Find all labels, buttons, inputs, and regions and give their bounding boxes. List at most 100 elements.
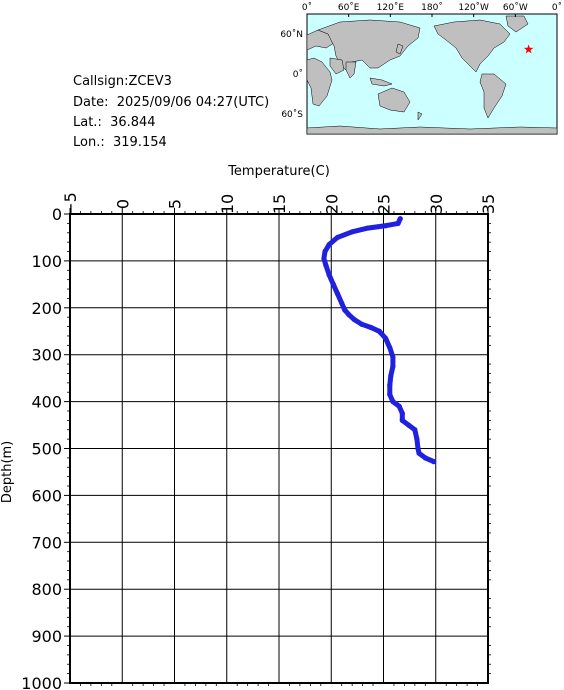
data-point	[387, 345, 393, 351]
x-tick-label: 30	[427, 194, 446, 214]
y-tick-label: 600	[31, 486, 62, 505]
x-tick-label: 5	[166, 199, 185, 209]
data-point	[368, 324, 374, 331]
data-point	[326, 241, 332, 248]
date-value: 2025/09/06 04:27(UTC)	[116, 95, 270, 110]
observation-marker-icon	[523, 44, 534, 54]
x-tick-label: 15	[270, 194, 289, 214]
data-point	[349, 229, 355, 235]
data-point	[399, 417, 405, 423]
land-south-america	[479, 73, 507, 119]
land-antarctica	[306, 125, 558, 135]
data-point	[387, 382, 393, 388]
lat-value: 36.844	[110, 115, 156, 130]
chart-grid	[64, 208, 489, 684]
data-point	[351, 316, 357, 323]
y-tick-labels: 0 100 200 300 400 500 600 700 800 900 1000	[21, 205, 62, 690]
land-north-america	[433, 19, 511, 73]
data-point	[326, 272, 332, 278]
temperature-depth-chart: Temperature(C) Depth(m) −5 0 5 10 15 20 25 30 35…	[0, 164, 498, 690]
land-india	[345, 61, 357, 79]
data-point	[416, 450, 422, 456]
x-axis-label: Temperature(C)	[227, 164, 330, 179]
map-top-labels: 0˚ 60˚E 120˚E 180˚ 120˚W 60˚W 0˚	[302, 2, 562, 17]
land-asia	[317, 19, 421, 71]
data-point	[388, 373, 394, 379]
y-tick-label: 1000	[21, 674, 62, 690]
map-lat-label: 60˚N	[280, 29, 303, 40]
map-lat-label: 0˚	[293, 69, 303, 80]
data-point	[395, 220, 401, 226]
data-point	[322, 248, 328, 255]
y-tick-label: 100	[31, 252, 62, 271]
lat-row: Lat.: 36.844	[73, 115, 156, 131]
map-lon-label: 0˚	[302, 2, 312, 13]
y-tick-label: 300	[31, 346, 62, 365]
land-australia	[377, 87, 411, 113]
data-point	[396, 403, 402, 409]
map-lon-label: 180˚	[421, 2, 443, 13]
data-point	[321, 255, 327, 262]
data-point	[390, 399, 396, 405]
x-tick-labels: −5 0 5 10 15 20 25 30 35	[61, 192, 498, 216]
map-lon-label: 120˚E	[377, 2, 405, 13]
map-land	[306, 15, 558, 135]
data-point	[412, 427, 418, 433]
x-tick-label: −5	[61, 192, 80, 216]
land-indonesia	[369, 77, 393, 87]
x-tick-label: 35	[479, 194, 498, 214]
y-axis-label: Depth(m)	[0, 441, 15, 503]
x-tick-label: 0	[113, 199, 132, 209]
data-point	[390, 363, 396, 370]
y-tick-label: 800	[31, 580, 62, 599]
data-point	[399, 410, 405, 416]
y-tick-label: 200	[31, 299, 62, 318]
data-point	[323, 262, 329, 269]
lon-value: 319.154	[113, 135, 167, 150]
y-tick-label: 0	[52, 205, 62, 224]
x-tick-label: 20	[322, 194, 341, 214]
data-point	[405, 422, 412, 428]
data-point	[334, 234, 341, 241]
x-tick-label: 10	[218, 194, 237, 214]
data-point	[390, 354, 396, 360]
series-layer	[321, 216, 437, 465]
data-point	[382, 223, 389, 229]
lat-label: Lat.:	[73, 115, 102, 130]
map-left-labels: 60˚N 0˚ 60˚S	[280, 29, 303, 120]
x-tick-label: 25	[375, 194, 394, 214]
data-point	[339, 300, 345, 306]
land-greenland	[505, 15, 529, 33]
y-tick-label: 400	[31, 393, 62, 412]
date-label: Date:	[73, 95, 109, 110]
temperature-profile-line	[321, 216, 437, 465]
date-row: Date: 2025/09/06 04:27(UTC)	[73, 95, 269, 111]
map-lat-label: 60˚S	[281, 109, 303, 120]
data-point	[397, 216, 403, 222]
data-point	[376, 328, 382, 334]
data-point	[342, 307, 348, 313]
land-new-zealand	[417, 111, 423, 121]
data-point	[330, 281, 336, 287]
map-lon-label: 120˚W	[458, 2, 489, 13]
map-lon-label: 60˚W	[503, 2, 528, 13]
data-point	[431, 459, 437, 465]
plot-frame	[69, 213, 489, 684]
y-tick-label: 700	[31, 533, 62, 552]
observation-star	[523, 44, 534, 54]
land-africa	[306, 57, 333, 107]
map-lon-label: 60˚E	[338, 2, 360, 13]
map-lon-label: 0˚	[552, 2, 562, 13]
callsign-text: Callsign:ZCEV3	[73, 74, 172, 89]
y-tick-label: 500	[31, 440, 62, 459]
land-japan	[395, 43, 404, 55]
data-point	[365, 225, 371, 231]
data-point	[387, 391, 393, 398]
data-point	[358, 321, 365, 327]
world-map: 0˚ 60˚E 120˚E 180˚ 120˚W 60˚W 0˚ 60˚N 0˚ 60˚S	[280, 2, 562, 135]
y-tick-label: 900	[31, 627, 62, 646]
data-point	[415, 445, 421, 452]
lon-label: Lon.:	[73, 135, 105, 150]
data-point	[382, 335, 389, 341]
